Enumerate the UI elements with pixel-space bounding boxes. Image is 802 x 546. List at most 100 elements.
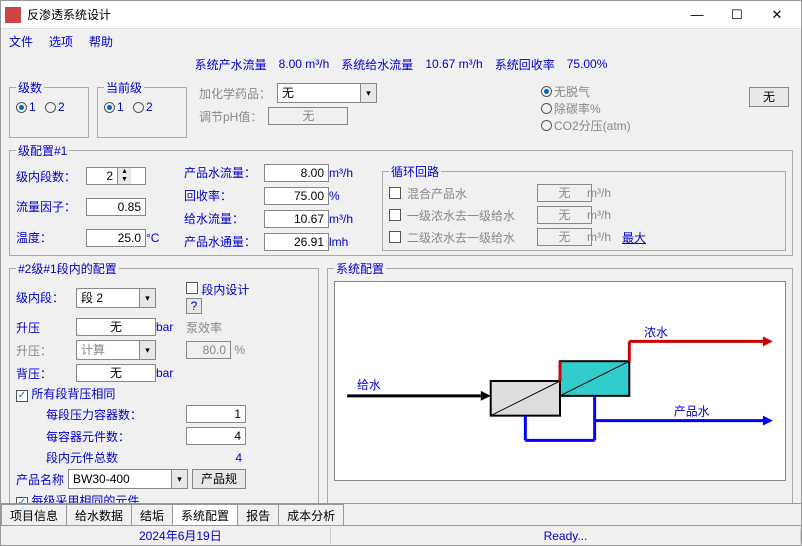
tab-system[interactable]: 系统配置 (172, 504, 238, 525)
tab-report[interactable]: 报告 (237, 504, 279, 525)
feed-input[interactable]: 10.67 (264, 210, 329, 228)
tabs: 项目信息 给水数据 结垢 系统配置 报告 成本分析 (1, 503, 801, 525)
total-value: 4 (186, 451, 246, 465)
degas-btn-wrap: 无 (745, 79, 793, 138)
stage-config-group: #2级#1段内的配置 级内段： 段 2▾ 段内设计 ? 升压 无 bar 泵效率… (9, 260, 319, 503)
feed-unit: m³/h (329, 212, 359, 226)
passes-radio-2[interactable]: 2 (45, 100, 65, 114)
degas-panel: 无脱气 除碳率% CO2分压(atm) (537, 79, 737, 138)
flux-unit: lmh (329, 235, 359, 249)
temp-input[interactable]: 25.0 (86, 229, 146, 247)
ff-label: 流量因子： (16, 198, 86, 215)
feed-label: 给水流量： (184, 210, 264, 227)
menubar: 文件 选项 帮助 (1, 29, 801, 53)
tab-cost[interactable]: 成本分析 (278, 504, 344, 525)
ff-input[interactable]: 0.85 (86, 198, 146, 216)
statusbar: 2024年6月19日 Ready... (1, 525, 801, 545)
boost2-value: 80.0 (186, 341, 231, 359)
chevron-down-icon: ▾ (171, 470, 187, 488)
system-config-group: 系统配置 给水 浓水 (327, 260, 793, 503)
flux-value: 26.91 (264, 233, 329, 251)
system-diagram: 给水 浓水 产 (334, 281, 786, 481)
stage-label: 级内段： (16, 289, 76, 306)
content: 级数 1 2 当前级 1 2 加化学药品： 无▾ 调节pH值： 无 (1, 75, 801, 503)
pv-input[interactable]: 1 (186, 405, 246, 423)
el-input[interactable]: 4 (186, 427, 246, 445)
app-window: 反渗透系统设计 — ☐ ✕ 文件 选项 帮助 系统产水流量 8.00 m³/h … (0, 0, 802, 546)
summary-perm-label: 系统产水流量 (195, 56, 267, 73)
diagram-perm-label: 产品水 (674, 405, 710, 419)
current-pass-group: 当前级 1 2 (97, 79, 187, 138)
pump-label: 泵效率 (186, 319, 266, 336)
app-icon (5, 7, 21, 23)
help-icon[interactable]: ? (186, 298, 202, 314)
boost-unit: bar (156, 320, 186, 334)
el-label: 每容器元件数： (46, 428, 186, 445)
degas-none-radio[interactable]: 无脱气 (541, 83, 590, 100)
ph-label: 调节pH值： (199, 108, 262, 125)
degas-button[interactable]: 无 (749, 87, 789, 107)
chevron-down-icon: ▾ (360, 84, 376, 102)
degas-pct-radio[interactable]: 除碳率% (541, 100, 601, 117)
menu-options[interactable]: 选项 (49, 33, 73, 50)
stages-label: 级内段数： (16, 168, 86, 185)
perm-input[interactable]: 8.00 (264, 164, 329, 182)
total-label: 段内元件总数 (46, 449, 186, 466)
back-input[interactable]: 无 (76, 364, 156, 382)
same-back-check[interactable] (16, 390, 28, 402)
max-link[interactable]: 最大 (622, 229, 657, 246)
pass-config-legend: 级配置#1 (16, 142, 69, 159)
summary-rec-label: 系统回收率 (495, 56, 555, 73)
minimize-button[interactable]: — (677, 2, 717, 28)
menu-help[interactable]: 帮助 (89, 33, 113, 50)
tab-scaling[interactable]: 结垢 (131, 504, 173, 525)
temp-unit: °C (146, 231, 166, 245)
design-check[interactable] (186, 282, 198, 294)
tab-feed[interactable]: 给水数据 (66, 504, 132, 525)
prod-label: 产品名称 (16, 471, 64, 488)
diagram-conc-label: 浓水 (644, 325, 668, 339)
summary-perm-value: 8.00 m³/h (279, 57, 330, 71)
recirc-group: 循环回路 混合产品水 无 m³/h 一级浓水去一级给水 无 m³/h 二级浓水去… (382, 163, 786, 251)
tab-project[interactable]: 项目信息 (1, 504, 67, 525)
boost-label: 升压 (16, 319, 76, 336)
titlebar: 反渗透系统设计 — ☐ ✕ (1, 1, 801, 29)
close-button[interactable]: ✕ (757, 2, 797, 28)
boost2-label: 升压： (16, 342, 76, 359)
current-radio-2[interactable]: 2 (133, 100, 153, 114)
prod-spec-button[interactable]: 产品规 (192, 469, 246, 489)
passes-group: 级数 1 2 (9, 79, 89, 138)
back-label: 背压： (16, 365, 76, 382)
rec-input[interactable]: 75.00 (264, 187, 329, 205)
chem-combo[interactable]: 无▾ (277, 83, 377, 103)
stages-spin[interactable]: 2▲▼ (86, 167, 146, 185)
passes-radio-1[interactable]: 1 (16, 100, 36, 114)
flux-label: 产品水通量： (184, 233, 264, 250)
chevron-down-icon: ▾ (139, 341, 155, 359)
maximize-button[interactable]: ☐ (717, 2, 757, 28)
blend-check[interactable] (389, 187, 407, 199)
chem-panel: 加化学药品： 无▾ 调节pH值： 无 (195, 79, 529, 138)
menu-file[interactable]: 文件 (9, 33, 33, 50)
blend-unit: m³/h (587, 186, 622, 200)
recirc-legend: 循环回路 (389, 163, 441, 180)
boost2-combo: 计算▾ (76, 340, 156, 360)
summary-feed-label: 系统给水流量 (341, 56, 413, 73)
c2-check[interactable] (389, 231, 407, 243)
prod-combo[interactable]: BW30-400▾ (68, 469, 188, 489)
ph-value: 无 (268, 107, 348, 125)
rec-label: 回收率： (184, 187, 264, 204)
status-date: 2024年6月19日 (131, 527, 331, 544)
stage-combo[interactable]: 段 2▾ (76, 288, 156, 308)
blend-value: 无 (537, 184, 592, 202)
c1-check[interactable] (389, 209, 407, 221)
current-radio-1[interactable]: 1 (104, 100, 124, 114)
degas-co2-radio[interactable]: CO2分压(atm) (541, 117, 631, 134)
summary-bar: 系统产水流量 8.00 m³/h 系统给水流量 10.67 m³/h 系统回收率… (1, 53, 801, 75)
diagram-feed-label: 给水 (357, 378, 381, 392)
pass-config-group: 级配置#1 级内段数： 2▲▼ 流量因子： 0.85 温度： 25.0 °C 产… (9, 142, 793, 256)
temp-label: 温度： (16, 229, 86, 246)
chem-label: 加化学药品： (199, 85, 271, 102)
boost-input[interactable]: 无 (76, 318, 156, 336)
perm-label: 产品水流量： (184, 164, 264, 181)
